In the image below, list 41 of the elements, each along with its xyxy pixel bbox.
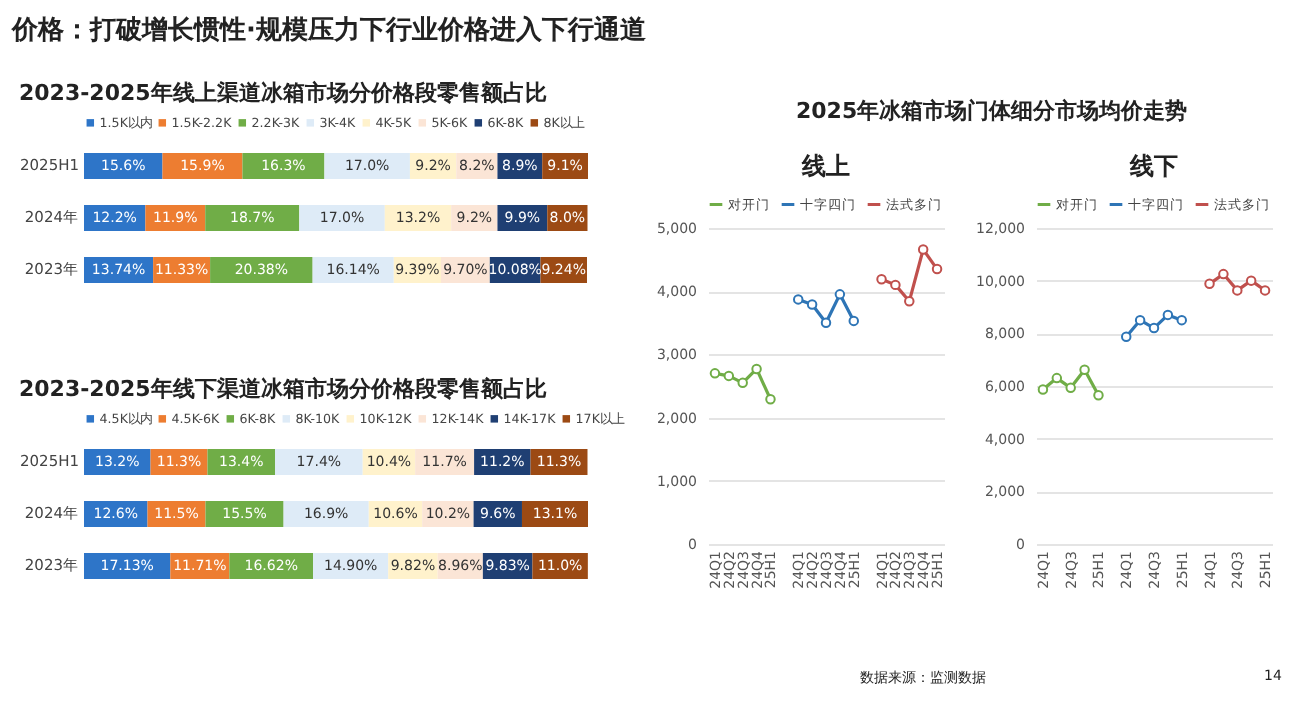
point (723, 370, 735, 382)
point (1204, 278, 1215, 290)
point (806, 299, 818, 310)
point (848, 315, 860, 327)
point (1093, 389, 1104, 401)
text: 价格：打破增长惯性·规模压力下行业价格进入下行通道 (12, 13, 646, 48)
point (1134, 314, 1146, 326)
point (820, 317, 832, 329)
point (1218, 268, 1229, 280)
point (1120, 331, 1132, 342)
point (834, 289, 846, 300)
point (1065, 382, 1076, 394)
bar (324, 153, 410, 179)
bar (299, 205, 385, 231)
point (1176, 314, 1188, 326)
point (1079, 364, 1090, 375)
bar (205, 501, 284, 527)
chart-title: 线下 (1128, 152, 1178, 180)
bar (205, 205, 300, 231)
point (917, 244, 929, 255)
text: 2025年冰箱市场门体细分市场均价走势 (796, 96, 1188, 126)
chart-title: 2023-2025年线下渠道冰箱市场分价格段零售额占比 (19, 376, 547, 402)
point (765, 394, 776, 405)
point (890, 279, 901, 291)
point (1148, 322, 1160, 334)
point (792, 294, 804, 305)
point (1051, 372, 1063, 384)
bar (275, 449, 363, 475)
point (751, 363, 762, 375)
point (1037, 384, 1049, 395)
point (1245, 275, 1257, 286)
point (737, 377, 748, 389)
point (876, 273, 887, 285)
point (709, 368, 721, 379)
point (931, 263, 943, 275)
chart-title: 线上 (800, 152, 850, 180)
chart-title: 2023-2025年线上渠道冰箱市场分价格段零售额占比 (19, 80, 547, 106)
point (1232, 285, 1243, 296)
point (1162, 309, 1174, 321)
point (1259, 285, 1271, 296)
point (904, 296, 915, 307)
